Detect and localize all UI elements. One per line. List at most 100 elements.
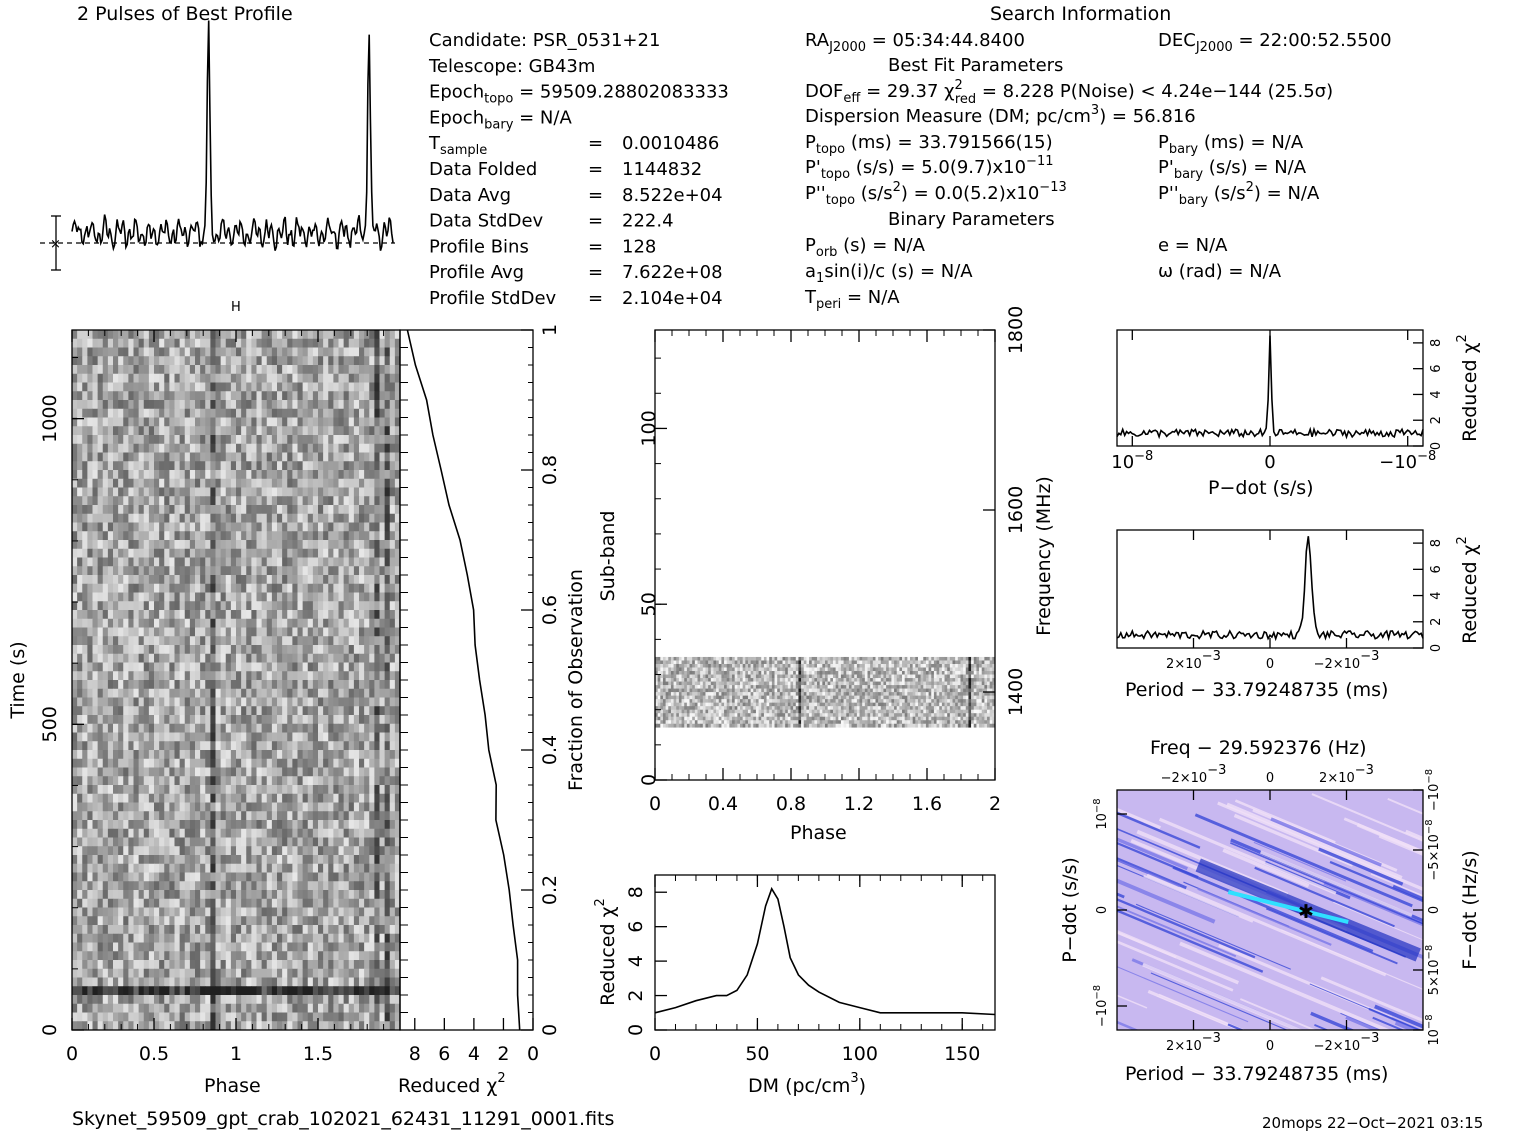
time-phase-cell bbox=[87, 347, 93, 357]
time-phase-cell bbox=[318, 793, 324, 803]
time-phase-cell bbox=[379, 435, 386, 445]
time-phase-cell bbox=[236, 618, 242, 628]
time-phase-cell bbox=[184, 662, 191, 672]
time-phase-cell bbox=[241, 478, 247, 488]
time-phase-cell bbox=[138, 767, 145, 777]
time-phase-cell bbox=[307, 592, 314, 602]
time-phase-cell bbox=[123, 478, 129, 488]
time-phase-cell bbox=[287, 618, 293, 628]
time-phase-cell bbox=[225, 636, 232, 646]
time-phase-cell bbox=[338, 653, 345, 663]
time-phase-cell bbox=[102, 881, 109, 891]
time-phase-cell bbox=[394, 338, 400, 348]
time-phase-cell bbox=[133, 697, 140, 707]
time-phase-cell bbox=[328, 540, 334, 550]
time-phase-cell bbox=[389, 933, 396, 943]
time-phase-cell bbox=[389, 505, 396, 515]
time-phase-cell bbox=[323, 391, 329, 401]
time-phase-cell bbox=[189, 365, 196, 375]
time-phase-cell bbox=[205, 356, 211, 366]
time-phase-cell bbox=[389, 767, 396, 777]
time-phase-cell bbox=[251, 811, 257, 821]
time-phase-cell bbox=[143, 400, 150, 410]
time-phase-cell bbox=[230, 487, 237, 497]
time-phase-cell bbox=[343, 496, 350, 506]
time-phase-cell bbox=[251, 688, 257, 698]
time-phase-cell bbox=[200, 828, 206, 838]
time-phase-cell bbox=[77, 443, 83, 453]
time-phase-cell bbox=[389, 811, 396, 821]
time-phase-cell bbox=[369, 610, 375, 620]
time-phase-cell bbox=[92, 645, 99, 655]
time-phase-cell bbox=[169, 741, 175, 751]
time-phase-cell bbox=[225, 505, 232, 515]
time-phase-cell bbox=[195, 723, 201, 733]
time-phase-cell bbox=[379, 968, 386, 978]
time-phase-cell bbox=[297, 960, 304, 970]
time-phase-cell bbox=[92, 347, 99, 357]
time-phase-cell bbox=[353, 951, 360, 961]
time-phase-cell bbox=[379, 662, 386, 672]
time-phase-cell bbox=[72, 715, 78, 725]
time-phase-cell bbox=[210, 408, 216, 418]
time-phase-cell bbox=[97, 417, 104, 427]
time-phase-cell bbox=[282, 828, 288, 838]
time-phase-cell bbox=[133, 968, 140, 978]
time-phase-cell bbox=[195, 461, 201, 471]
time-phase-cell bbox=[148, 373, 155, 383]
time-phase-cell bbox=[225, 487, 232, 497]
time-phase-cell bbox=[215, 601, 222, 611]
time-phase-cell bbox=[287, 505, 293, 515]
time-phase-cell bbox=[138, 382, 145, 392]
time-phase-cell bbox=[174, 513, 181, 523]
time-phase-cell bbox=[200, 338, 206, 348]
time-phase-cell bbox=[338, 890, 345, 900]
time-phase-cell bbox=[118, 846, 124, 856]
time-phase-cell bbox=[179, 548, 186, 558]
time-phase-cell bbox=[384, 995, 391, 1005]
time-phase-cell bbox=[184, 356, 191, 366]
time-phase-cell bbox=[302, 347, 309, 357]
time-phase-cell bbox=[338, 575, 345, 585]
time-phase-cell bbox=[384, 933, 391, 943]
time-phase-cell bbox=[205, 373, 211, 383]
time-phase-cell bbox=[72, 793, 78, 803]
time-phase-cell bbox=[374, 793, 380, 803]
time-phase-cell bbox=[302, 645, 309, 655]
time-phase-cell bbox=[143, 715, 150, 725]
time-phase-cell bbox=[169, 837, 175, 847]
time-phase-cell bbox=[277, 776, 283, 786]
time-phase-cell bbox=[246, 785, 252, 795]
time-phase-cell bbox=[138, 697, 145, 707]
time-phase-cell bbox=[353, 741, 360, 751]
time-phase-cell bbox=[353, 365, 360, 375]
time-phase-cell bbox=[220, 610, 227, 620]
time-phase-cell bbox=[241, 968, 247, 978]
time-phase-cell bbox=[256, 942, 263, 952]
time-phase-cell bbox=[169, 522, 175, 532]
time-phase-cell bbox=[128, 557, 134, 567]
time-phase-cell bbox=[102, 566, 109, 576]
time-phase-cell bbox=[394, 645, 400, 655]
time-phase-cell bbox=[307, 662, 314, 672]
time-phase-cell bbox=[230, 417, 237, 427]
time-phase-cell bbox=[364, 627, 370, 637]
time-phase-cell bbox=[133, 373, 140, 383]
time-phase-cell bbox=[138, 715, 145, 725]
time-phase-cell bbox=[205, 942, 211, 952]
time-phase-cell bbox=[333, 601, 339, 611]
time-phase-cell bbox=[169, 750, 175, 760]
time-phase-cell bbox=[102, 636, 109, 646]
time-phase-cell bbox=[128, 435, 134, 445]
time-phase-cell bbox=[318, 548, 324, 558]
time-phase-cell bbox=[77, 898, 83, 908]
time-phase-cell bbox=[312, 986, 319, 996]
time-phase-cell bbox=[302, 925, 309, 935]
time-phase-cell bbox=[82, 688, 88, 698]
time-phase-cell bbox=[333, 470, 339, 480]
time-phase-cell bbox=[205, 863, 211, 873]
time-phase-cell bbox=[159, 995, 165, 1005]
time-phase-cell bbox=[271, 898, 278, 908]
time-phase-cell bbox=[297, 986, 304, 996]
time-phase-cell bbox=[92, 977, 99, 987]
